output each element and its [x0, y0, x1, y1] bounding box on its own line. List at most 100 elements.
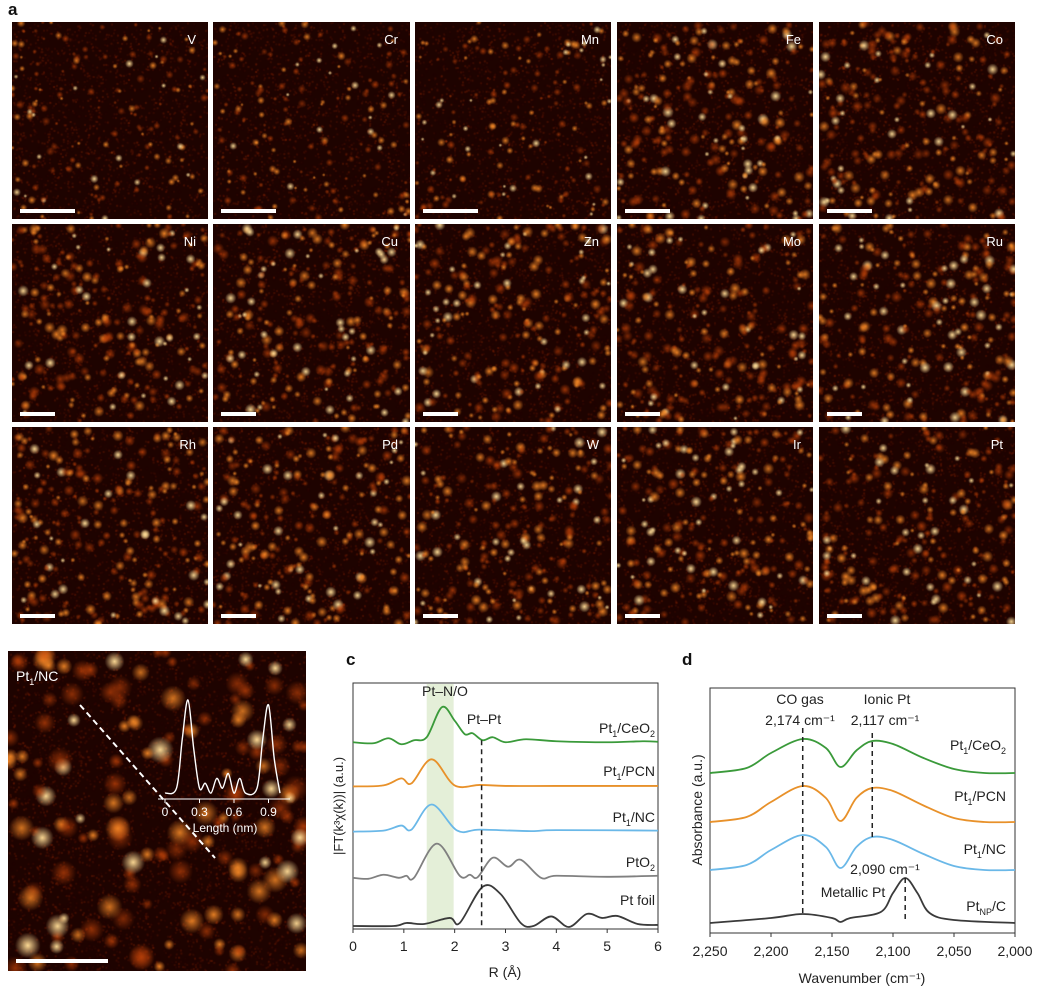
- legend-label-d: Pt1/PCN: [954, 788, 1006, 807]
- x-tick-label-d: 2,200: [753, 943, 788, 959]
- scale-bar: [221, 412, 256, 416]
- element-label: Ir: [793, 437, 801, 452]
- label-part: PtO: [626, 854, 650, 870]
- scale-bar: [625, 412, 660, 416]
- elemental-map-v: V: [12, 22, 208, 219]
- drifts-curve-3: [709, 877, 1016, 924]
- subscript: 1: [626, 818, 631, 828]
- scale-bar: [16, 959, 108, 963]
- legend-label-c: PtO2: [626, 854, 655, 873]
- drifts-curve-1: [709, 785, 1016, 824]
- label-part: /NC: [631, 809, 655, 825]
- label-part: /NC: [982, 841, 1006, 857]
- scale-bar: [423, 209, 478, 213]
- element-label: Fe: [785, 32, 801, 47]
- x-tick-label-d: 2,050: [936, 943, 971, 959]
- label-part: /C: [992, 898, 1006, 914]
- annotation-d: CO gas: [776, 691, 823, 707]
- legend-label-c: Pt1/PCN: [603, 763, 655, 782]
- exafs-curve-1: [352, 758, 658, 789]
- legend-label-c: Pt1/NC: [613, 809, 655, 828]
- x-axis-label-d: Wavenumber (cm⁻¹): [799, 970, 926, 986]
- scale-bar: [625, 209, 670, 213]
- subscript: 2: [650, 729, 655, 739]
- plot-frame-c: [352, 682, 659, 930]
- element-label: Zn: [583, 234, 599, 249]
- panel-label-a: a: [8, 0, 18, 19]
- x-tick-label-c: 1: [400, 938, 408, 954]
- drifts-curve-2: [709, 834, 1016, 872]
- label-part: Pt: [966, 898, 979, 914]
- element-label: Cr: [384, 32, 398, 47]
- scale-bar: [423, 614, 458, 618]
- legend-label-d: PtNP/C: [966, 898, 1006, 917]
- label-part: Pt: [613, 809, 626, 825]
- legend-label-c: Pt foil: [620, 892, 655, 908]
- legend-label-c: Pt1/CeO2: [599, 720, 655, 739]
- label-part: Pt: [964, 841, 977, 857]
- subscript: 1: [963, 746, 968, 756]
- elemental-map-ru: Ru: [819, 224, 1015, 422]
- annotation-d: 2,117 cm⁻¹: [851, 712, 920, 728]
- elemental-map-pd: Pd: [213, 427, 410, 624]
- exafs-curve-0: [352, 705, 659, 746]
- annotation-d: Ionic Pt: [864, 691, 911, 707]
- subscript: 2: [650, 863, 655, 873]
- x-tick-label-c: 2: [451, 938, 459, 954]
- element-label: Co: [986, 32, 1003, 47]
- annotation-d: Metallic Pt: [821, 884, 886, 900]
- label-part: Pt: [599, 720, 612, 736]
- elemental-map-cr: Cr: [213, 22, 410, 219]
- haadf-image-pt1-nc: [8, 651, 306, 971]
- label-part: Pt: [603, 763, 616, 779]
- annotation-d: 2,174 cm⁻¹: [765, 712, 835, 728]
- subscript: 1: [617, 772, 622, 782]
- x-tick-label-c: 5: [603, 938, 611, 954]
- elemental-map-w: W: [415, 427, 611, 624]
- scale-bar: [423, 412, 458, 416]
- element-label: Cu: [381, 234, 398, 249]
- subscript: 1: [977, 850, 982, 860]
- label-part: /CeO: [968, 737, 1001, 753]
- element-label: W: [586, 437, 599, 452]
- element-label: Mn: [580, 32, 599, 47]
- scale-bar: [20, 614, 55, 618]
- scale-bar: [827, 209, 872, 213]
- x-axis-label-c: R (Å): [489, 964, 522, 980]
- subscript: 1: [968, 797, 973, 807]
- elemental-map-ni: Ni: [12, 224, 208, 422]
- scale-bar: [221, 209, 276, 213]
- exafs-curve-2: [352, 803, 659, 834]
- y-axis-label-c: |FT(k³χ(k))| (a.u.): [331, 757, 346, 855]
- annotation-pt-pt: Pt–Pt: [467, 711, 501, 727]
- element-label: V: [187, 32, 196, 47]
- plot-frame-d: [709, 687, 1016, 934]
- legend-label-d: Pt1/NC: [964, 841, 1006, 860]
- scale-bar: [20, 412, 55, 416]
- scale-bar: [625, 614, 660, 618]
- exafs-curve-4: [352, 884, 659, 928]
- label-part: Pt foil: [620, 892, 655, 908]
- elemental-map-pt: Pt: [819, 427, 1015, 624]
- element-label: Ru: [986, 234, 1003, 249]
- label-part: Pt: [954, 788, 967, 804]
- x-tick-label-c: 0: [349, 938, 357, 954]
- scale-bar: [827, 614, 862, 618]
- label-part: Pt: [950, 737, 963, 753]
- element-label: Pd: [382, 437, 398, 452]
- annotation-pt-n-o: Pt–N/O: [422, 683, 468, 699]
- annotation-d: 2,090 cm⁻¹: [850, 861, 920, 877]
- x-tick-label-c: 6: [654, 938, 662, 954]
- element-label: Rh: [179, 437, 196, 452]
- panel-label-d: d: [682, 650, 693, 669]
- elemental-map-rh: Rh: [12, 427, 208, 624]
- subscript: 2: [1001, 746, 1006, 756]
- elemental-map-mn: Mn: [415, 22, 611, 219]
- x-tick-label-d: 2,150: [814, 943, 849, 959]
- subscript: 1: [612, 729, 617, 739]
- legend-label-d: Pt1/CeO2: [950, 737, 1006, 756]
- label-part: /PCN: [973, 788, 1006, 804]
- element-label: Ni: [183, 234, 196, 249]
- elemental-map-mo: Mo: [617, 224, 813, 422]
- scale-bar: [221, 614, 256, 618]
